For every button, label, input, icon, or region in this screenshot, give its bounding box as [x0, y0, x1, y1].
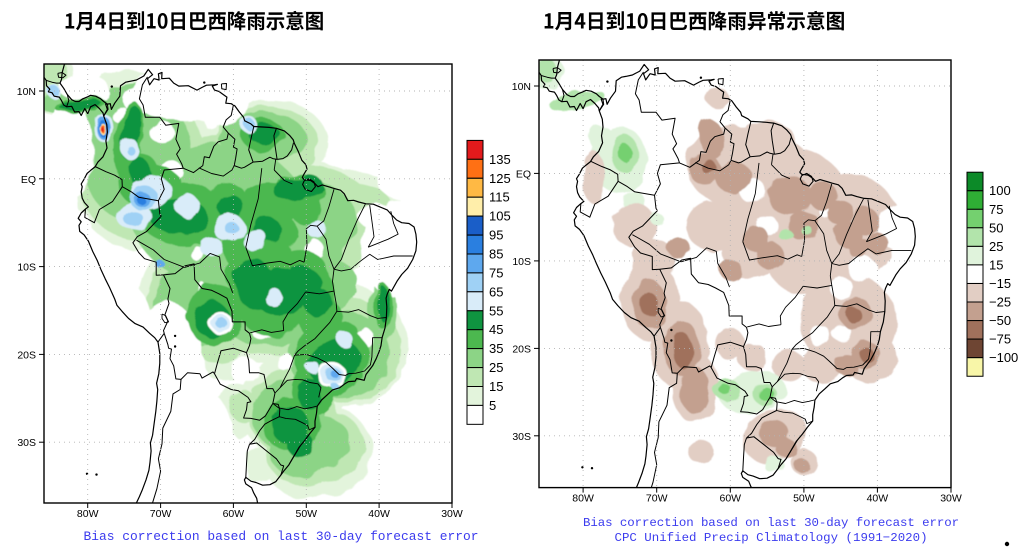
svg-text:60W: 60W: [720, 493, 742, 505]
svg-text:20S: 20S: [17, 349, 36, 361]
svg-text:10S: 10S: [17, 262, 36, 274]
svg-text:80W: 80W: [572, 493, 594, 505]
svg-text:70W: 70W: [150, 508, 172, 520]
svg-text:80W: 80W: [77, 508, 99, 520]
svg-text:30W: 30W: [940, 493, 962, 505]
svg-text:50W: 50W: [296, 508, 318, 520]
svg-text:40W: 40W: [867, 493, 889, 505]
svg-text:15: 15: [989, 257, 1003, 272]
svg-text:100: 100: [989, 183, 1011, 198]
svg-text:40W: 40W: [368, 508, 390, 520]
svg-text:75: 75: [489, 265, 503, 280]
svg-text:10N: 10N: [17, 86, 36, 98]
svg-text:−50: −50: [989, 313, 1011, 328]
svg-text:20S: 20S: [512, 343, 531, 355]
svg-text:70W: 70W: [646, 493, 668, 505]
svg-text:125: 125: [489, 171, 511, 186]
svg-text:95: 95: [489, 228, 503, 243]
svg-text:−15: −15: [989, 276, 1011, 291]
svg-text:30W: 30W: [441, 508, 463, 520]
svg-text:5: 5: [489, 398, 496, 413]
svg-text:Bias correction based on last: Bias correction based on last 30-day for…: [84, 529, 479, 544]
svg-text:10N: 10N: [512, 81, 531, 93]
svg-text:CPC Unified Precip Climatology: CPC Unified Precip Climatology (1991−202…: [615, 531, 928, 545]
svg-text:55: 55: [489, 303, 503, 318]
svg-text:25: 25: [989, 239, 1003, 254]
svg-text:Bias correction based on last: Bias correction based on last 30-day for…: [583, 516, 959, 530]
svg-text:75: 75: [989, 202, 1003, 217]
svg-text:35: 35: [489, 341, 503, 356]
svg-text:25: 25: [489, 360, 503, 375]
svg-text:50: 50: [989, 220, 1003, 235]
svg-text:−75: −75: [989, 332, 1011, 347]
svg-text:30S: 30S: [17, 437, 36, 449]
svg-text:15: 15: [489, 379, 503, 394]
svg-text:10S: 10S: [512, 256, 531, 268]
svg-text:30S: 30S: [512, 431, 531, 443]
svg-text:105: 105: [489, 209, 511, 224]
svg-text:45: 45: [489, 322, 503, 337]
svg-text:−100: −100: [989, 350, 1018, 365]
svg-text:60W: 60W: [223, 508, 245, 520]
svg-text:50W: 50W: [793, 493, 815, 505]
svg-text:−25: −25: [989, 295, 1011, 310]
svg-text:115: 115: [489, 190, 510, 205]
svg-text:EQ: EQ: [516, 168, 531, 180]
svg-text:EQ: EQ: [21, 174, 36, 186]
svg-text:135: 135: [489, 152, 511, 167]
svg-text:85: 85: [489, 247, 503, 262]
svg-text:65: 65: [489, 284, 503, 299]
